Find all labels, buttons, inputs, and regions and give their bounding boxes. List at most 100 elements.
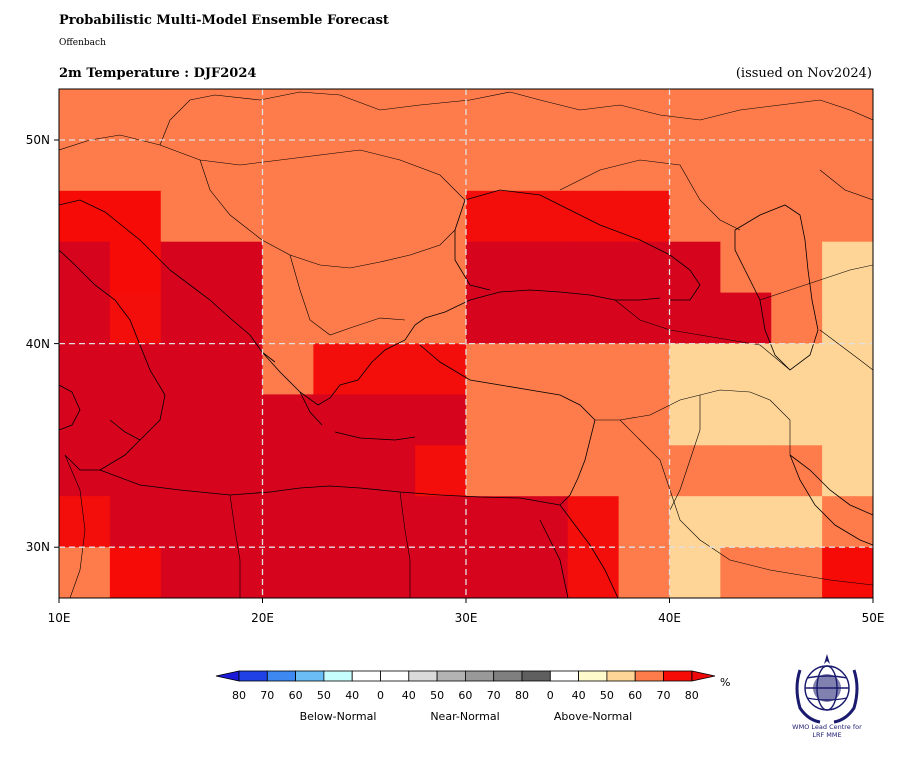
colorbar-left-arrow — [215, 670, 240, 682]
probability-cell — [669, 241, 721, 294]
probability-cell — [313, 292, 365, 345]
probability-cell — [313, 89, 365, 141]
colorbar-tick-label: 50 — [600, 689, 614, 702]
colorbar-swatch — [266, 670, 296, 682]
colorbar-swatch — [464, 670, 495, 682]
probability-cell — [720, 89, 772, 141]
colorbar-swatch — [663, 670, 693, 682]
probability-cell — [211, 343, 264, 395]
probability-cell — [109, 241, 162, 294]
probability-cell — [466, 547, 518, 598]
probability-cell — [567, 547, 620, 598]
probability-cell — [516, 343, 569, 395]
colorbar-tick-label: 70 — [487, 689, 501, 702]
probability-cell — [466, 445, 518, 497]
probability-cell — [822, 343, 873, 395]
probability-cell — [669, 343, 721, 395]
colorbar: 80 70 60 50 40 0 40 50 60 70 80 0 40 50 60 70 80 % — [215, 670, 730, 702]
issued-date: (issued on Nov2024) — [735, 66, 872, 81]
page-title: Probabilistic Multi-Model Ensemble Forec… — [59, 13, 389, 28]
probability-cell — [517, 598, 568, 650]
probability-cell — [59, 139, 111, 192]
probability-cell — [160, 89, 213, 141]
probability-cell — [160, 343, 213, 395]
probability-cell — [516, 89, 569, 141]
probability-cell — [313, 343, 365, 395]
probability-cell — [618, 190, 671, 243]
probability-cell — [466, 190, 518, 243]
probability-cell — [669, 394, 721, 446]
probability-cell — [59, 649, 110, 701]
probability-cell — [822, 139, 873, 192]
colorbar-swatch — [351, 670, 381, 682]
probability-cell — [109, 547, 162, 598]
probability-cell — [364, 496, 416, 548]
probability-cell — [567, 241, 620, 294]
colorbar-swatch — [493, 670, 523, 682]
probability-cell — [720, 394, 772, 446]
probability-cell — [771, 241, 823, 294]
probability-cell — [262, 292, 314, 345]
probability-cell — [262, 139, 314, 192]
probability-cell — [313, 496, 365, 548]
probability-cell — [211, 139, 264, 192]
colorbar-right-arrow — [691, 670, 716, 682]
colorbar-tick-label: 80 — [515, 689, 529, 702]
probability-cell — [313, 547, 365, 598]
probability-cell — [669, 139, 721, 192]
probability-cell — [262, 241, 314, 294]
probability-cell — [466, 394, 518, 446]
colorbar-tick-label: 70 — [657, 689, 671, 702]
probability-cell — [262, 445, 314, 497]
probability-cell — [364, 139, 416, 192]
colorbar-swatch — [521, 670, 551, 682]
probability-cell — [771, 598, 822, 650]
colorbar-swatch — [238, 670, 268, 682]
probability-cell — [567, 139, 620, 192]
x-tick-label: 10E — [48, 611, 71, 625]
probability-cell — [262, 190, 314, 243]
wmo-logo: WMO Lead Centre for LRF MME — [792, 654, 862, 739]
probability-cell — [567, 89, 620, 141]
probability-cell — [618, 343, 671, 395]
probability-cell — [262, 343, 314, 395]
probability-cell — [466, 292, 518, 345]
x-tick-label: 40E — [658, 611, 681, 625]
colorbar-tick-label: 0 — [547, 689, 554, 702]
probability-cell — [59, 89, 111, 141]
probability-cell — [516, 394, 569, 446]
probability-cell — [364, 445, 416, 497]
y-tick-label: 50N — [26, 133, 50, 147]
probability-cell — [516, 445, 569, 497]
colorbar-swatch — [380, 670, 410, 682]
probability-cell — [109, 496, 162, 548]
probability-cell — [59, 343, 111, 395]
probability-cell — [516, 292, 569, 345]
probability-cell — [771, 343, 823, 395]
probability-cell — [466, 139, 518, 192]
probability-cell — [415, 190, 467, 243]
colorbar-swatch — [436, 670, 466, 682]
probability-cell — [669, 445, 721, 497]
probability-cell — [771, 89, 823, 141]
probability-cell — [618, 89, 671, 141]
probability-cell — [364, 292, 416, 345]
probability-cell — [211, 190, 264, 243]
probability-cell — [669, 547, 721, 598]
probability-cell — [720, 649, 771, 701]
probability-cell — [516, 547, 569, 598]
coastlines-borders — [59, 91, 873, 598]
probability-cell — [211, 394, 264, 446]
probability-cell — [313, 445, 365, 497]
probability-cell — [415, 241, 467, 294]
probability-cell — [415, 496, 467, 548]
logo-text-line2: LRF MME — [812, 731, 841, 739]
probability-cell — [771, 496, 823, 548]
colorbar-tick-label: 80 — [685, 689, 699, 702]
probability-cell — [415, 139, 467, 192]
probability-cell — [161, 649, 212, 701]
variable-title: 2m Temperature : DJF2024 — [59, 66, 257, 81]
probability-cell — [109, 190, 162, 243]
colorbar-tick-label: 70 — [260, 689, 274, 702]
